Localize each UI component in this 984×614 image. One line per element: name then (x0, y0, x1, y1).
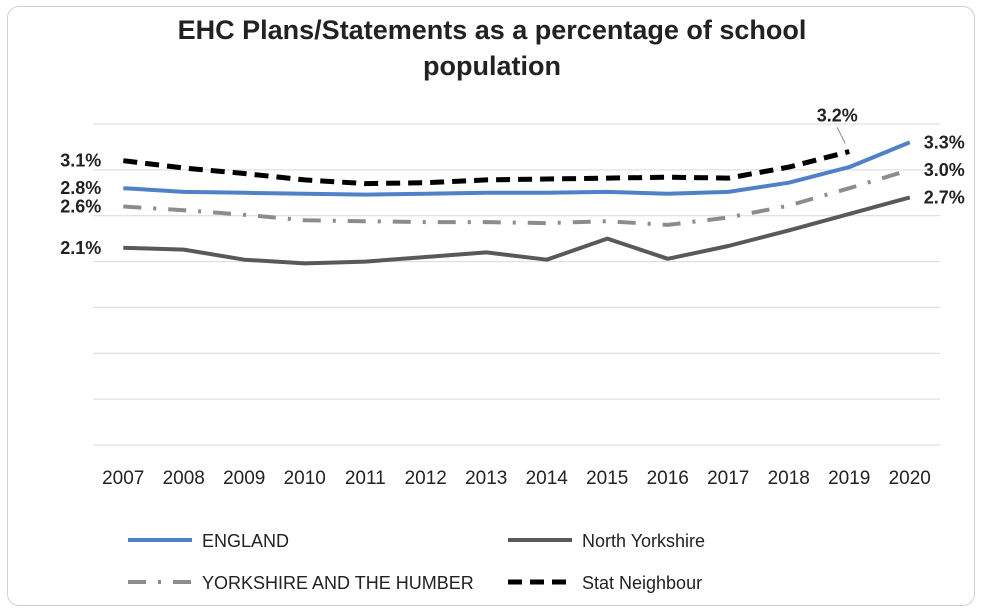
data-label-yorkshire-and-the-humber-2020: 3.0% (924, 160, 965, 180)
x-tick-label: 2014 (526, 468, 569, 489)
data-point-north-yorkshire-2019 (847, 212, 851, 216)
x-tick-label: 2015 (586, 468, 628, 489)
data-point-stat-neighbour-2009 (242, 172, 246, 176)
legend-label-yorkshire-and-the-humber: YORKSHIRE AND THE HUMBER (202, 573, 474, 593)
x-tick-label: 2012 (405, 468, 447, 489)
legend-label-stat-neighbour: Stat Neighbour (582, 573, 702, 593)
data-point-yorkshire-and-the-humber-2016 (666, 223, 670, 227)
data-point-yorkshire-and-the-humber-2017 (726, 216, 730, 220)
x-tick-label: 2010 (284, 468, 326, 489)
x-tick-label: 2013 (465, 468, 507, 489)
series-line-north-yorkshire (123, 195, 911, 266)
data-point-stat-neighbour-2014 (545, 177, 549, 181)
data-point-north-yorkshire-2013 (484, 250, 488, 254)
data-point-yorkshire-and-the-humber-2011 (363, 219, 367, 223)
data-point-england-2014 (545, 191, 549, 195)
data-point-north-yorkshire-2011 (363, 260, 367, 264)
legend-label-england: ENGLAND (202, 531, 289, 551)
data-point-north-yorkshire-2009 (242, 258, 246, 262)
data-label-north-yorkshire-2007: 2.1% (60, 238, 101, 258)
data-point-north-yorkshire-2015 (605, 237, 609, 241)
data-point-stat-neighbour-2013 (484, 178, 488, 182)
data-point-yorkshire-and-the-humber-2018 (787, 204, 791, 208)
x-tick-label: 2017 (707, 468, 749, 489)
x-tick-label: 2011 (345, 468, 386, 489)
chart-title: EHC Plans/Statements as a percentage of … (177, 15, 807, 81)
legend-label-north-yorkshire: North Yorkshire (582, 531, 705, 551)
data-label-stat-neighbour-2007: 3.1% (60, 151, 101, 171)
data-point-yorkshire-and-the-humber-2015 (605, 219, 609, 223)
data-point-stat-neighbour-2010 (303, 178, 307, 182)
data-point-england-2017 (726, 190, 730, 194)
series-line-stat-neighbour (123, 149, 850, 187)
data-point-stat-neighbour-2017 (726, 176, 730, 180)
x-tick-label: 2016 (647, 468, 689, 489)
data-point-north-yorkshire-2008 (182, 248, 186, 252)
data-point-stat-neighbour-2007 (121, 159, 125, 163)
x-tick-label: 2018 (768, 468, 810, 489)
data-point-north-yorkshire-2007 (121, 246, 125, 250)
series-line-yorkshire-and-the-humber (123, 167, 911, 227)
data-point-england-2009 (242, 191, 246, 195)
data-point-yorkshire-and-the-humber-2019 (847, 186, 851, 190)
x-tick-label: 2008 (163, 468, 205, 489)
data-point-yorkshire-and-the-humber-2009 (242, 213, 246, 217)
data-point-yorkshire-and-the-humber-2008 (182, 208, 186, 212)
data-point-north-yorkshire-2020 (908, 195, 912, 199)
data-point-north-yorkshire-2014 (545, 258, 549, 262)
data-point-england-2011 (363, 193, 367, 197)
data-point-stat-neighbour-2019 (847, 150, 851, 154)
data-point-england-2019 (847, 165, 851, 169)
data-point-england-2008 (182, 190, 186, 194)
data-point-yorkshire-and-the-humber-2007 (121, 205, 125, 209)
data-point-stat-neighbour-2011 (363, 182, 367, 186)
data-point-england-2007 (121, 186, 125, 190)
data-label-leader (836, 127, 846, 144)
chart-frame (7, 6, 975, 606)
data-point-england-2012 (424, 192, 428, 196)
data-label-north-yorkshire-2020: 2.7% (924, 187, 965, 207)
data-point-stat-neighbour-2015 (605, 176, 609, 180)
data-point-north-yorkshire-2016 (666, 257, 670, 261)
data-label-yorkshire-and-the-humber-2007: 2.6% (60, 197, 101, 217)
data-point-england-2020 (908, 140, 912, 144)
data-point-england-2015 (605, 190, 609, 194)
data-point-england-2018 (787, 181, 791, 185)
x-tick-label: 2019 (828, 468, 870, 489)
data-point-yorkshire-and-the-humber-2010 (303, 218, 307, 222)
x-tick-label: 2020 (889, 468, 931, 489)
data-point-yorkshire-and-the-humber-2020 (908, 168, 912, 172)
data-point-north-yorkshire-2010 (303, 261, 307, 265)
data-point-stat-neighbour-2016 (666, 175, 670, 179)
x-tick-label: 2007 (102, 468, 144, 489)
data-point-england-2013 (484, 191, 488, 195)
data-point-yorkshire-and-the-humber-2014 (545, 221, 549, 225)
data-point-north-yorkshire-2018 (787, 228, 791, 232)
data-point-north-yorkshire-2017 (726, 244, 730, 248)
data-point-yorkshire-and-the-humber-2013 (484, 220, 488, 224)
x-tick-label: 2009 (223, 468, 265, 489)
data-label-england-2020: 3.3% (924, 132, 965, 152)
data-point-stat-neighbour-2008 (182, 166, 186, 170)
data-point-north-yorkshire-2012 (424, 255, 428, 259)
data-point-stat-neighbour-2018 (787, 165, 791, 169)
data-label-stat-neighbour-2019: 3.2% (817, 106, 858, 126)
data-point-england-2016 (666, 192, 670, 196)
series-line-england (123, 140, 911, 197)
data-label-england-2007: 2.8% (60, 178, 101, 198)
data-point-yorkshire-and-the-humber-2012 (424, 220, 428, 224)
data-point-england-2010 (303, 192, 307, 196)
data-point-stat-neighbour-2012 (424, 181, 428, 185)
